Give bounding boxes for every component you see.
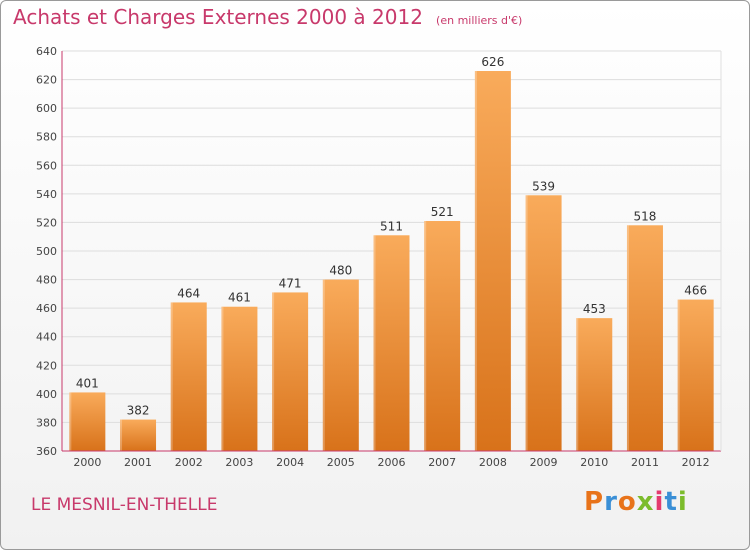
bar (424, 221, 461, 451)
data-label: 382 (127, 404, 150, 418)
bars (69, 71, 714, 451)
bar-highlight (221, 306, 224, 451)
data-label: 464 (177, 286, 200, 300)
bar-highlight (525, 195, 528, 451)
data-label: 539 (532, 179, 555, 193)
y-tick-label: 360 (36, 445, 57, 458)
x-tick-label: 2012 (682, 456, 710, 469)
y-tick-label: 620 (36, 74, 57, 87)
x-tick-label: 2011 (631, 456, 659, 469)
y-tick-label: 580 (36, 131, 57, 144)
x-tick-label: 2008 (479, 456, 507, 469)
x-tick-label: 2003 (225, 456, 253, 469)
bar (221, 306, 258, 451)
x-tick-label: 2007 (428, 456, 456, 469)
data-label: 401 (76, 376, 99, 390)
brand-letter: i (654, 487, 665, 517)
data-labels: 401 382 464 461 471 480 511 521 626 539 453 518 466 (76, 55, 707, 418)
bar (322, 279, 359, 451)
bar-highlight (120, 419, 123, 451)
brand-letter: o (617, 487, 637, 517)
y-tick-label: 420 (36, 359, 57, 372)
bar (626, 225, 663, 451)
data-label: 453 (583, 302, 606, 316)
y-tick-label: 600 (36, 102, 57, 115)
data-label: 511 (380, 219, 403, 233)
y-tick-label: 640 (36, 45, 57, 58)
y-tick-label: 520 (36, 216, 57, 229)
y-tick-label: 380 (36, 416, 57, 429)
x-tick-label: 2005 (327, 456, 355, 469)
bar-highlight (677, 299, 680, 451)
bar-highlight (322, 279, 325, 451)
brand-letter: P (584, 487, 605, 517)
brand-letter: t (664, 487, 678, 517)
bar (677, 299, 714, 451)
bar (525, 195, 562, 451)
chart-unit: (en milliers d'€) (436, 14, 523, 27)
bar-highlight (576, 318, 579, 451)
bar (272, 292, 309, 451)
town-name: LE MESNIL-EN-THELLE (31, 495, 218, 515)
x-tick-label: 2004 (276, 456, 304, 469)
data-label: 466 (684, 284, 707, 298)
brand-letter: r (604, 487, 618, 517)
x-tick-labels: 2000 2001 2002 2003 2004 2005 2006 2007 2008 2009… (73, 456, 709, 469)
bar (170, 302, 207, 451)
title-row: Achats et Charges Externes 2000 à 2012 (… (13, 5, 522, 29)
y-tick-label: 460 (36, 302, 57, 315)
y-tick-label: 480 (36, 274, 57, 287)
y-tick-label: 440 (36, 331, 57, 344)
bar-highlight (69, 392, 72, 451)
data-label: 626 (481, 55, 504, 69)
bar-highlight (626, 225, 629, 451)
bar (120, 419, 157, 451)
y-tick-label: 560 (36, 159, 57, 172)
data-label: 480 (329, 264, 352, 278)
y-tick-label: 540 (36, 188, 57, 201)
bar (576, 318, 613, 451)
data-label: 461 (228, 291, 251, 305)
brand-logo: Proxiti (584, 487, 688, 517)
bar-highlight (373, 235, 376, 451)
x-tick-label: 2001 (124, 456, 152, 469)
y-tick-label: 500 (36, 245, 57, 258)
bar (474, 71, 511, 451)
brand-letter: x (636, 487, 655, 517)
bar-highlight (170, 302, 173, 451)
y-tick-label: 400 (36, 388, 57, 401)
chart-title: Achats et Charges Externes 2000 à 2012 (13, 5, 423, 29)
bar-highlight (272, 292, 275, 451)
x-tick-label: 2006 (378, 456, 406, 469)
bar-highlight (424, 221, 427, 451)
bar (373, 235, 410, 451)
bar-highlight (474, 71, 477, 451)
x-tick-label: 2000 (73, 456, 101, 469)
data-label: 518 (634, 209, 657, 223)
x-tick-label: 2009 (530, 456, 558, 469)
bar (69, 392, 106, 451)
y-tick-labels: 360 380 400 420 440 460 480 500 520 540 560 580 600 6… (36, 45, 57, 458)
axes (61, 51, 722, 452)
brand-letter: i (677, 487, 688, 517)
x-tick-label: 2010 (580, 456, 608, 469)
x-tick-label: 2002 (175, 456, 203, 469)
data-label: 521 (431, 205, 454, 219)
data-label: 471 (279, 276, 302, 290)
